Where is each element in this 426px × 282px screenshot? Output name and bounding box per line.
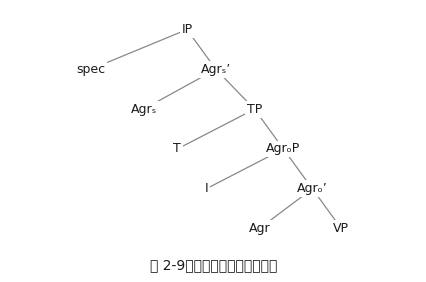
Text: Agrₛ: Agrₛ [130, 103, 156, 116]
Text: VP: VP [333, 222, 348, 235]
Text: Agrₛ’: Agrₛ’ [200, 63, 230, 76]
Text: AgrₒP: AgrₒP [266, 142, 300, 155]
Text: IP: IP [181, 23, 192, 36]
Text: Agrₒ’: Agrₒ’ [296, 182, 327, 195]
Text: Agr: Agr [248, 222, 270, 235]
Text: spec: spec [76, 63, 105, 76]
Text: 图 2-9：宾语指向附加语的分布: 图 2-9：宾语指向附加语的分布 [150, 259, 276, 272]
Text: TP: TP [246, 103, 262, 116]
Text: I: I [204, 182, 207, 195]
Text: T: T [173, 142, 181, 155]
